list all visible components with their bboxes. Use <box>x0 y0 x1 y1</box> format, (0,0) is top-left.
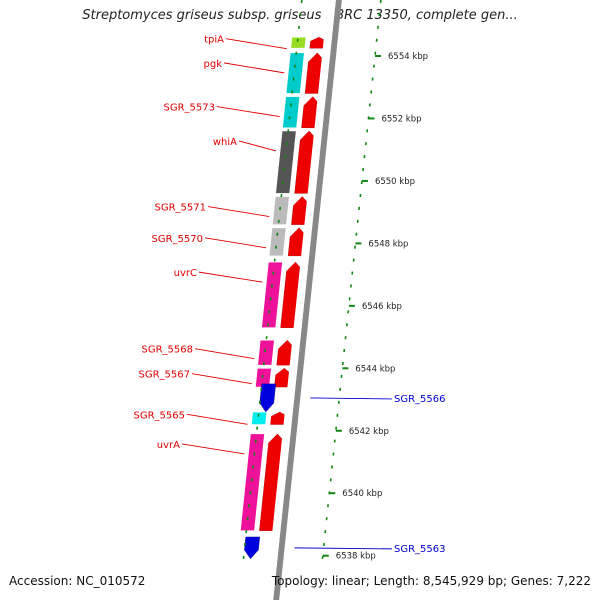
backbone-gap <box>265 0 336 600</box>
label-leader <box>186 413 248 425</box>
label-leader <box>294 547 393 550</box>
gene-block <box>282 96 301 129</box>
gene-label: SGR_5563 <box>394 544 446 555</box>
gene-feature[interactable] <box>257 339 296 366</box>
gene-block <box>261 261 283 329</box>
gene-feature[interactable] <box>255 367 293 388</box>
gene-feature[interactable] <box>268 227 308 257</box>
gene-label: SGR_5568 <box>142 345 194 356</box>
gene-block <box>272 196 290 225</box>
gene-block <box>268 227 287 257</box>
scale-label: 6544 kbp <box>355 364 395 374</box>
label-leader <box>223 62 285 74</box>
label-leader <box>194 348 255 360</box>
gene-block <box>257 339 275 366</box>
gene-block <box>290 36 307 49</box>
gene-label: uvrA <box>157 440 180 451</box>
gene-block <box>285 52 305 94</box>
scale-label: 6542 kbp <box>349 427 389 437</box>
gene-label: tpiA <box>204 35 224 46</box>
gene-label: SGR_5567 <box>139 370 191 381</box>
gene-block <box>240 433 265 531</box>
gene-label: SGR_5571 <box>155 203 207 214</box>
frame-right <box>321 0 382 561</box>
scale-label: 6552 kbp <box>381 114 421 124</box>
accession-text: Accession: NC_010572 <box>9 574 146 588</box>
scale-label: 6546 kbp <box>362 302 402 312</box>
gene-block <box>275 130 297 194</box>
gene-arrow <box>259 383 276 413</box>
backbone <box>265 0 342 600</box>
scale-label: 6550 kbp <box>375 177 415 187</box>
label-leader <box>238 140 277 152</box>
gene-feature[interactable] <box>259 383 276 413</box>
gene-label: uvrC <box>174 268 197 279</box>
label-leader <box>310 397 393 400</box>
scale-label: 6538 kbp <box>336 552 376 562</box>
label-layer: tpiA pgk SGR_5573 whiA SGR_5571 SGR_5570 uvrC S… <box>134 35 446 555</box>
gene-block <box>251 411 268 425</box>
backbone-bar <box>273 0 342 600</box>
gene-feature[interactable] <box>290 36 328 49</box>
gene-label: whiA <box>213 137 237 148</box>
scale-layer: 6554 kbp 6552 kbp 6550 kbp 6548 kbp 6546 kbp… <box>242 0 428 562</box>
label-leader <box>207 206 270 217</box>
label-leader <box>181 443 245 455</box>
gene-feature[interactable] <box>251 411 289 425</box>
label-leader <box>191 373 252 385</box>
frame-left <box>242 0 303 561</box>
scale-label: 6554 kbp <box>388 52 428 62</box>
gene-feature[interactable] <box>244 536 260 560</box>
label-leader <box>198 271 263 283</box>
gene-label: pgk <box>204 59 223 70</box>
gene-arrow <box>244 536 260 560</box>
scale-label: 6540 kbp <box>342 489 382 499</box>
gene-label: SGR_5570 <box>152 234 204 245</box>
gene-feature[interactable] <box>261 261 304 329</box>
topology-text: Topology: linear; Length: 8,545,929 bp; … <box>271 574 591 588</box>
gene-label: SGR_5566 <box>394 394 446 405</box>
label-leader <box>204 237 267 249</box>
gene-label: SGR_5573 <box>164 103 216 114</box>
gene-label: SGR_5565 <box>134 410 186 421</box>
label-leader <box>225 38 287 50</box>
scale-label: 6548 kbp <box>368 239 408 249</box>
label-leader <box>216 106 280 118</box>
